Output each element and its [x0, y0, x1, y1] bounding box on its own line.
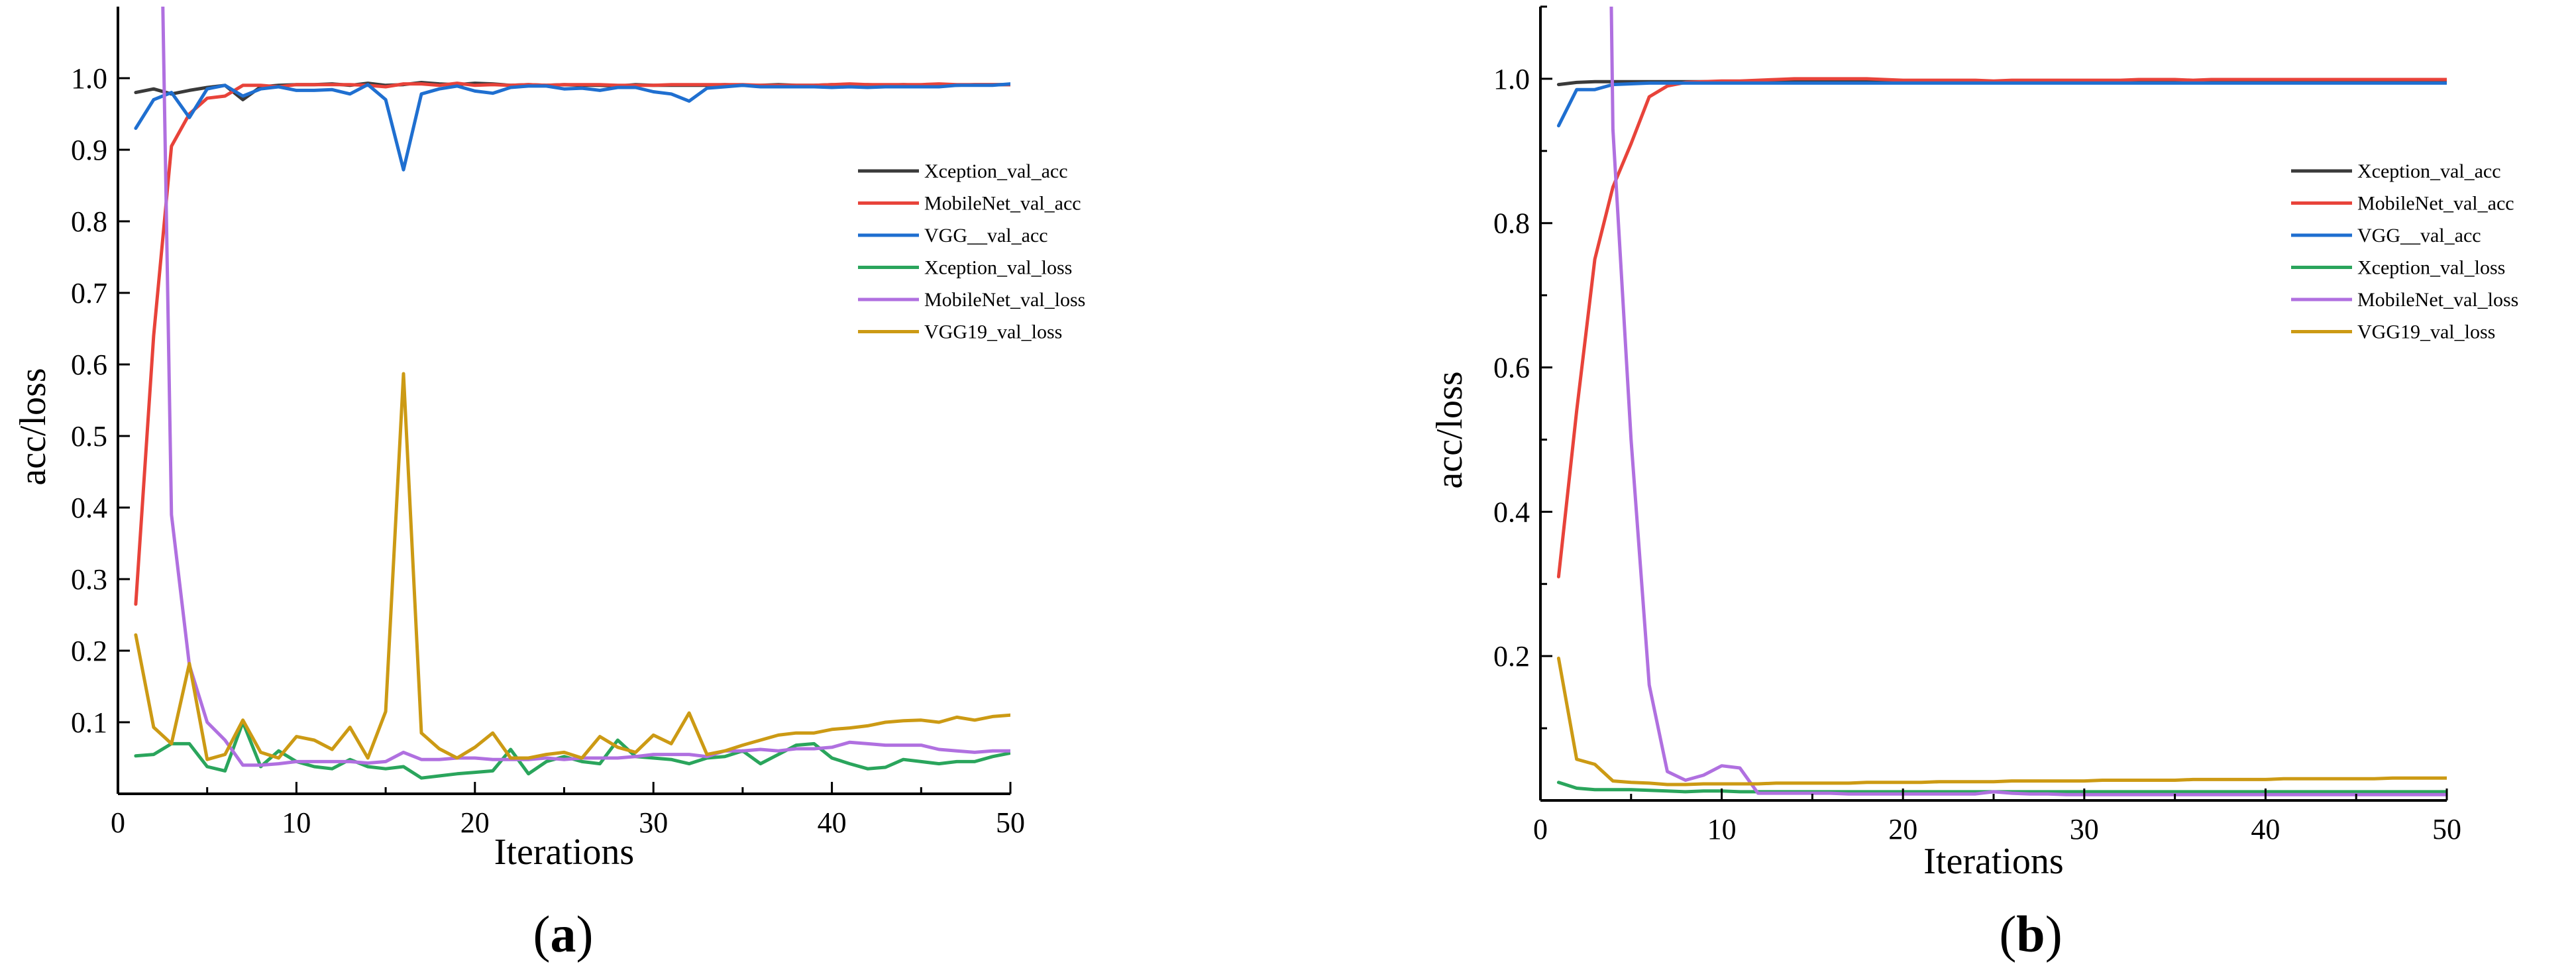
x-tick-label: 50 — [2432, 813, 2461, 845]
x-tick-label: 50 — [996, 806, 1025, 839]
y-tick-label: 0.7 — [71, 277, 107, 309]
y-tick-label: 0.9 — [71, 134, 107, 166]
y-tick-label: 0.6 — [71, 349, 107, 381]
legend-label-mobilenet-val-loss: MobileNet_val_loss — [2357, 289, 2518, 311]
series-group — [134, 7, 1010, 780]
y-tick-label: 0.8 — [71, 205, 107, 238]
y-axis-label: acc/loss — [1429, 371, 1470, 488]
series-line-xception-val-loss — [134, 720, 1010, 780]
x-tick-label: 20 — [1888, 813, 1917, 845]
legend-label-xception-val-acc: Xception_val_acc — [2357, 160, 2501, 182]
x-tick-label: 40 — [2251, 813, 2280, 845]
legend-label-vgg-val-acc: VGG__val_acc — [924, 225, 1048, 246]
y-tick-label: 1.0 — [1493, 63, 1530, 95]
y-tick-label: 0.4 — [1493, 496, 1530, 528]
series-line-mobilenet-val-acc — [134, 82, 1010, 606]
x-axis-label: Iterations — [494, 832, 634, 873]
y-tick-label: 0.1 — [71, 706, 107, 739]
legend-label-vgg-val-acc: VGG__val_acc — [2357, 225, 2481, 246]
panel-label-b: (b) — [1999, 905, 2062, 963]
series-line-mobilenet-val-loss — [161, 7, 1010, 767]
series-line-vgg19-val-loss — [134, 372, 1010, 761]
x-axis-label: Iterations — [1923, 841, 2063, 882]
y-tick-label: 0.2 — [1493, 640, 1530, 673]
series-line-mobilenet-val-acc — [1556, 77, 2447, 578]
legend-label-xception-val-loss: Xception_val_loss — [2357, 257, 2505, 279]
legend-label-mobilenet-val-acc: MobileNet_val_acc — [924, 193, 1081, 215]
x-tick-label: 20 — [460, 806, 490, 839]
x-tick-label: 10 — [1707, 813, 1737, 845]
y-tick-label: 0.6 — [1493, 352, 1530, 384]
chart-panel-a: 0 10 20 30 40 50 0.1 0.2 0.3 0.4 0.5 0.6 0.7 0.8 0.9 1.… — [13, 7, 1085, 873]
x-tick-label: 40 — [818, 806, 847, 839]
legend-label-mobilenet-val-acc: MobileNet_val_acc — [2357, 193, 2514, 215]
legend-label-xception-val-acc: Xception_val_acc — [924, 160, 1068, 182]
y-tick-label: 0.4 — [71, 492, 107, 524]
y-tick-label: 0.2 — [71, 635, 107, 667]
series-line-vgg19-val-loss — [1556, 656, 2447, 787]
series-line-vgg-val-acc — [1556, 81, 2447, 128]
series-line-mobilenet-val-loss — [1609, 7, 2447, 796]
legend: Xception_val_acc MobileNet_val_acc VGG__va… — [858, 160, 1085, 343]
legend-label-mobilenet-val-loss: MobileNet_val_loss — [924, 289, 1085, 311]
x-tick-label: 30 — [2070, 813, 2099, 845]
series-line-vgg-val-acc — [134, 82, 1010, 172]
legend: Xception_val_acc MobileNet_val_acc VGG__va… — [2291, 160, 2518, 343]
legend-label-vgg19-val-loss: VGG19_val_loss — [2357, 321, 2495, 343]
y-axis-label: acc/loss — [13, 368, 54, 485]
panel-label-a: (a) — [533, 905, 594, 963]
y-tick-label: 1.0 — [71, 62, 107, 95]
x-tick-label: 10 — [282, 806, 311, 839]
y-tick-label: 0.3 — [71, 563, 107, 596]
y-tick-label: 0.5 — [71, 420, 107, 453]
chart-panel-b: 0 10 20 30 40 50 0.2 0.4 0.6 0.8 1.0 Iterations acc/… — [1429, 5, 2518, 882]
legend-label-vgg19-val-loss: VGG19_val_loss — [924, 321, 1062, 343]
legend-label-xception-val-loss: Xception_val_loss — [924, 257, 1072, 279]
x-tick-label: 30 — [639, 806, 668, 839]
series-group — [1556, 7, 2447, 796]
y-tick-label: 0.8 — [1493, 207, 1530, 240]
x-tick-label: 0 — [1533, 813, 1548, 845]
x-tick-label: 0 — [111, 806, 125, 839]
